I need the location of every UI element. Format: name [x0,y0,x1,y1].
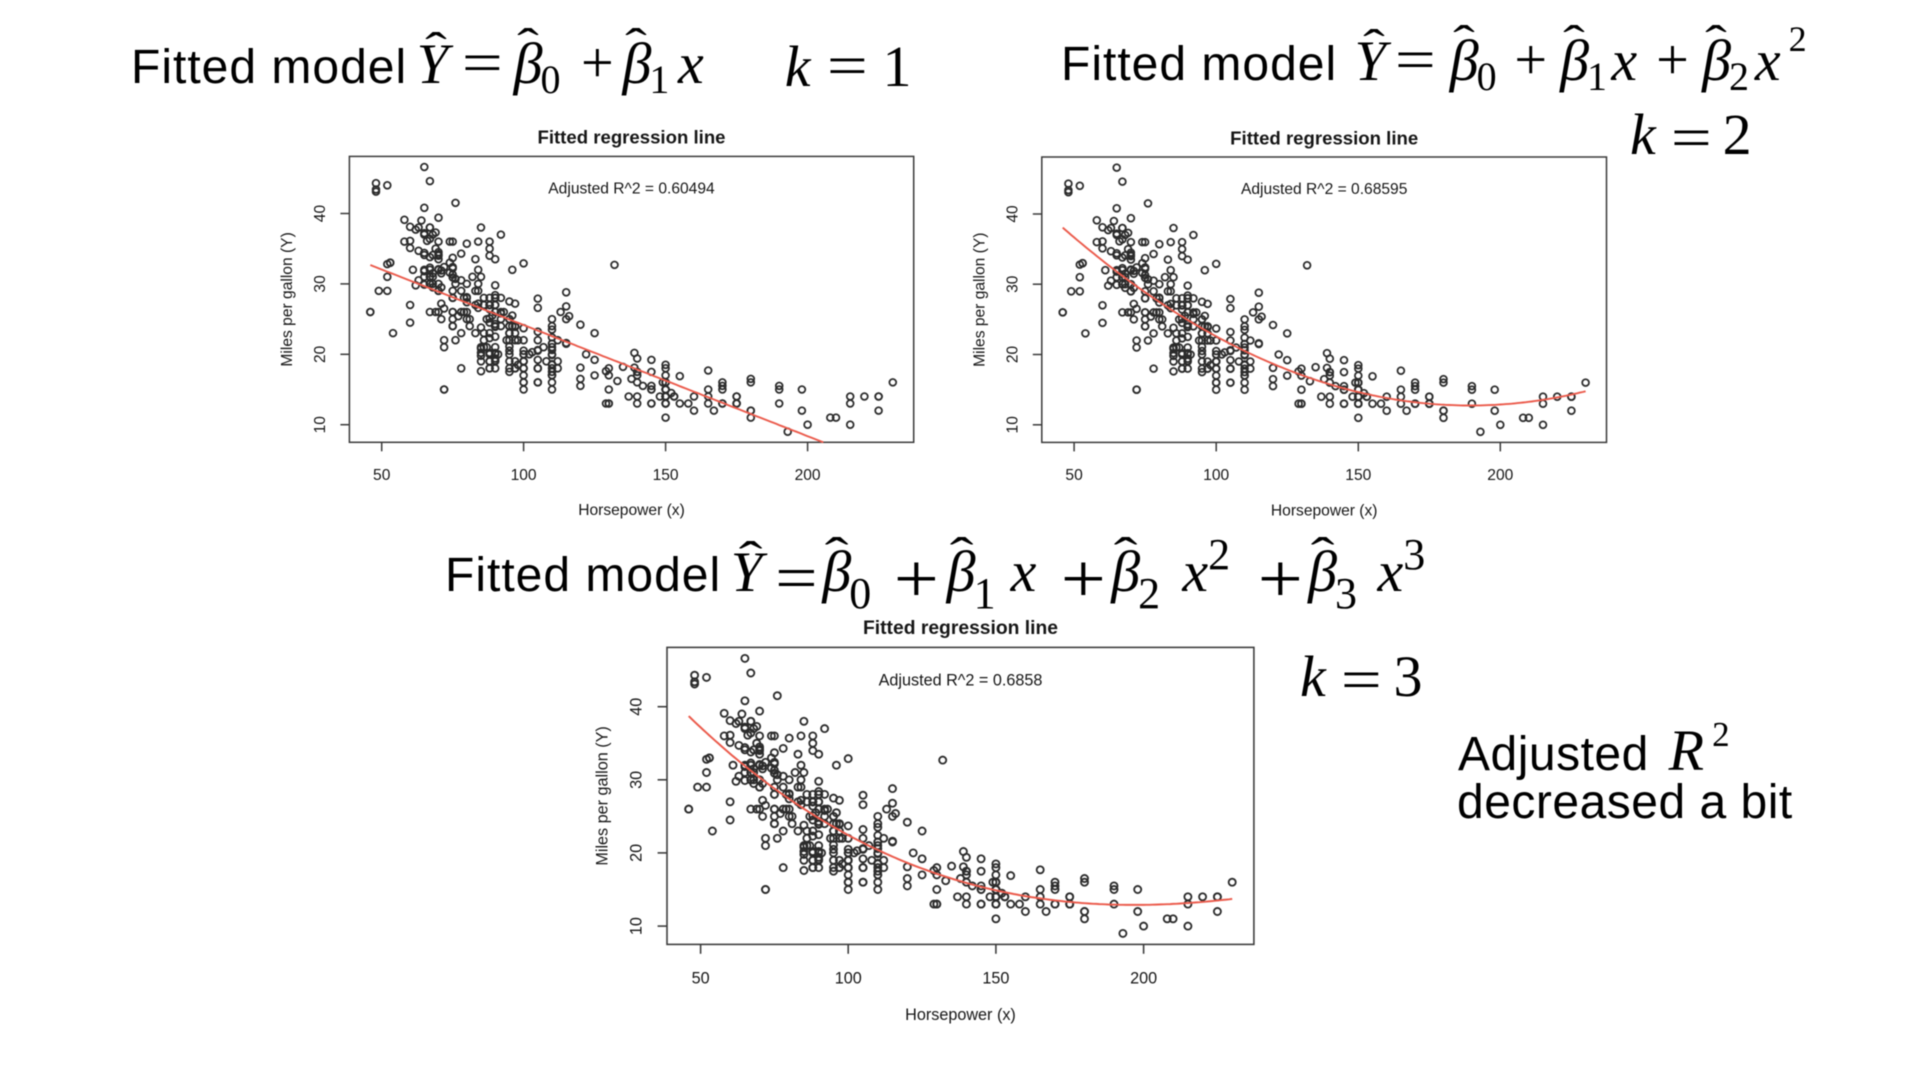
svg-text:20: 20 [628,844,646,862]
svg-text:150: 150 [982,969,1009,987]
svg-text:Horsepower (x): Horsepower (x) [578,502,685,519]
svg-text:30: 30 [1004,275,1021,293]
svg-text:100: 100 [1203,467,1229,484]
svg-text:200: 200 [1487,467,1513,484]
svg-text:10: 10 [1004,416,1021,434]
svg-text:50: 50 [1065,467,1083,484]
svg-text:Fitted regression line: Fitted regression line [863,618,1058,639]
svg-text:150: 150 [1345,467,1371,484]
svg-text:20: 20 [1004,346,1021,364]
svg-text:Adjusted R^2 = 0.60494: Adjusted R^2 = 0.60494 [548,180,715,197]
svg-text:150: 150 [653,467,679,484]
svg-text:20: 20 [312,345,329,363]
svg-text:Horsepower (x): Horsepower (x) [905,1006,1016,1024]
svg-text:50: 50 [373,467,391,484]
svg-text:100: 100 [511,467,537,484]
svg-text:30: 30 [312,275,329,293]
svg-text:40: 40 [628,698,646,716]
svg-text:Adjusted R^2 = 0.68595: Adjusted R^2 = 0.68595 [1241,181,1408,198]
svg-text:50: 50 [692,969,710,987]
svg-text:200: 200 [1130,969,1157,987]
svg-text:10: 10 [628,917,646,935]
svg-text:Miles per gallon (Y): Miles per gallon (Y) [279,232,296,366]
svg-text:10: 10 [312,416,329,434]
svg-text:40: 40 [312,205,329,223]
svg-text:Adjusted R^2 = 0.6858: Adjusted R^2 = 0.6858 [879,672,1043,690]
svg-text:30: 30 [628,771,646,789]
svg-text:Horsepower (x): Horsepower (x) [1271,502,1378,519]
svg-text:Fitted regression line: Fitted regression line [1230,127,1418,148]
svg-text:Fitted regression line: Fitted regression line [537,127,725,148]
svg-text:Miles per gallon (Y): Miles per gallon (Y) [971,233,988,367]
svg-text:100: 100 [835,969,862,987]
svg-text:200: 200 [795,467,821,484]
svg-text:40: 40 [1004,205,1021,223]
svg-text:Miles per gallon (Y): Miles per gallon (Y) [593,726,611,865]
